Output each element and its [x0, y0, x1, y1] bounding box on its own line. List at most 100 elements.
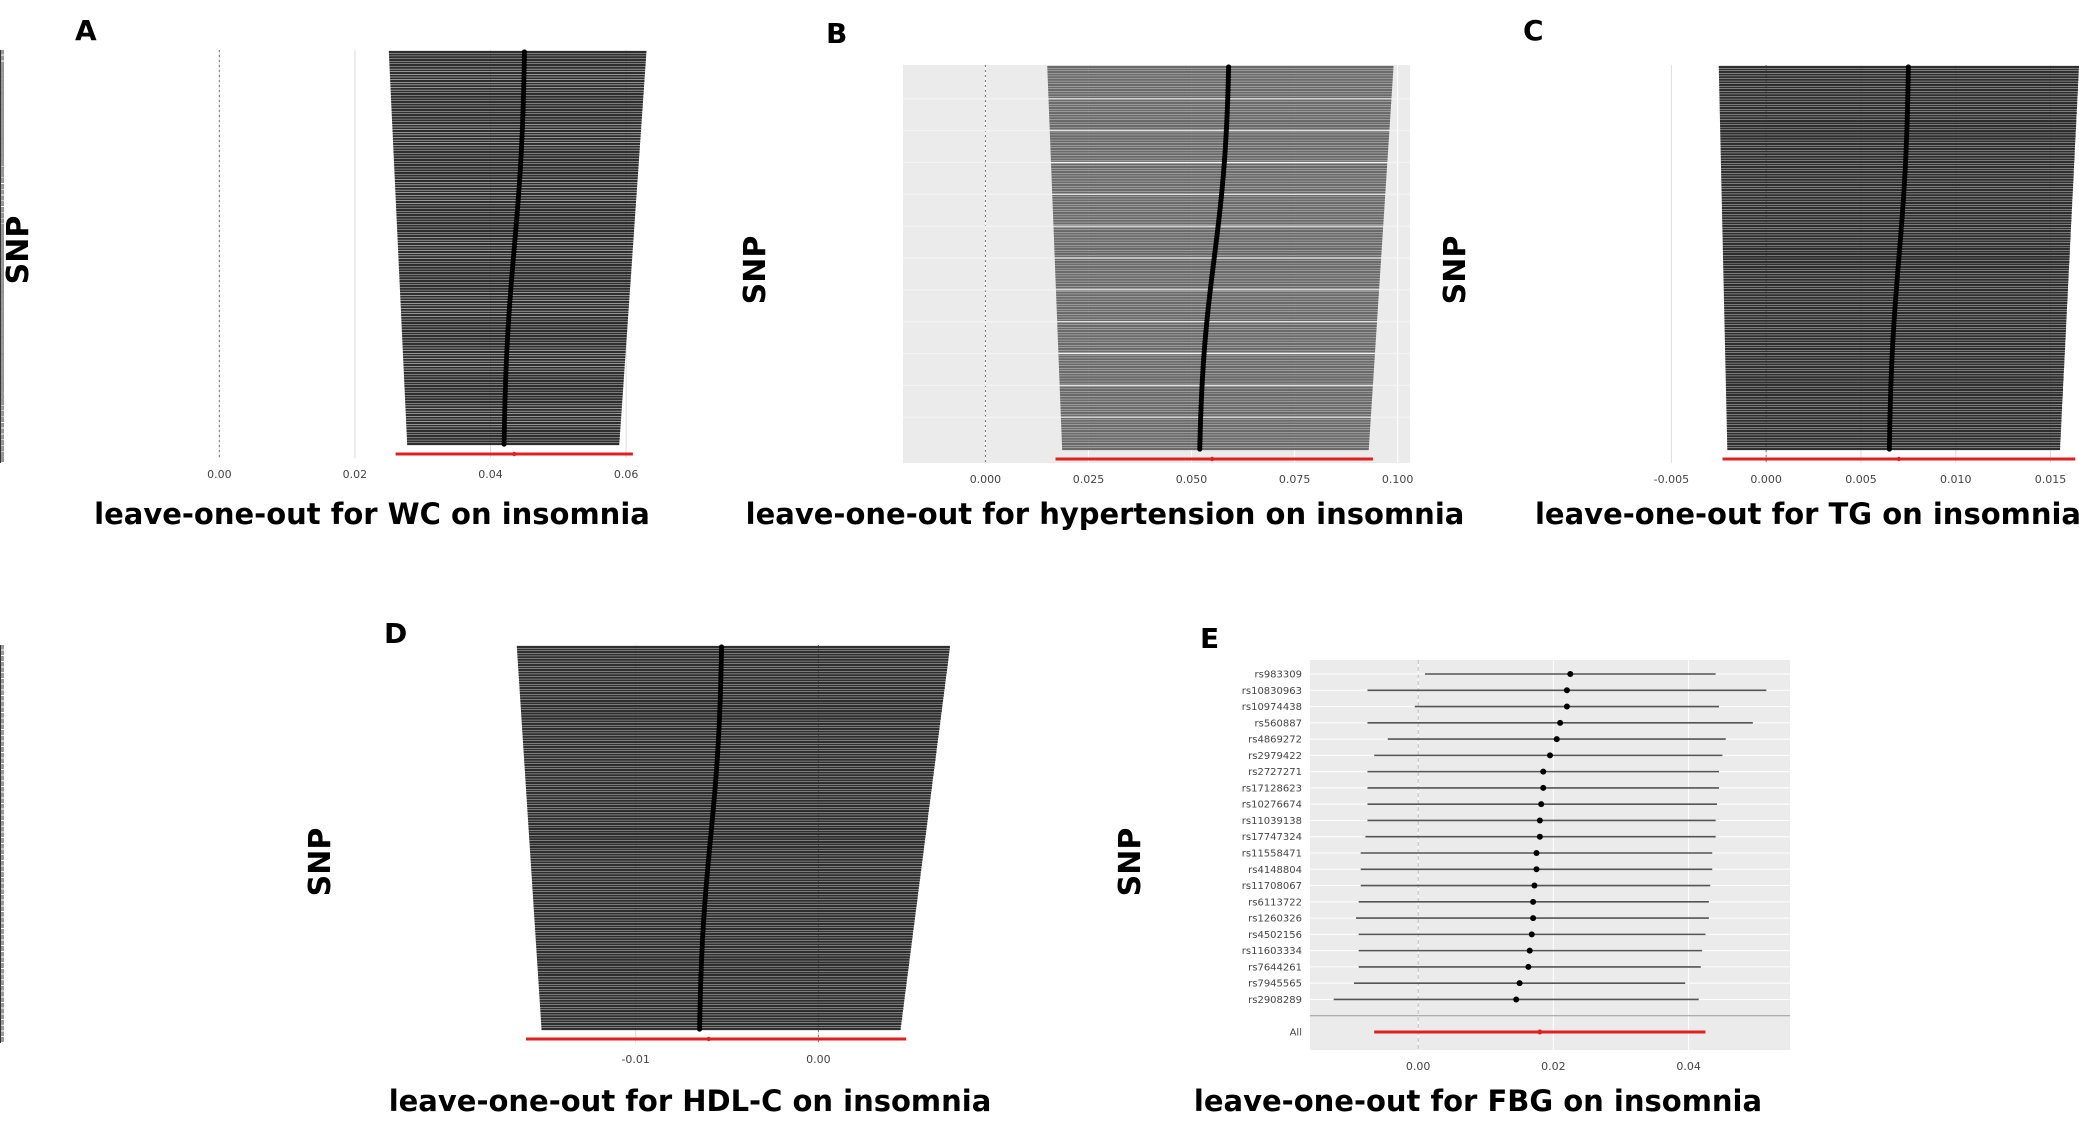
snp-label: rs11039138	[1242, 816, 1302, 827]
snp-label-mark	[0, 67, 4, 72]
x-tick-label: 0.04	[478, 468, 503, 481]
snp-label: rs6113722	[1248, 897, 1302, 908]
snp-label-mark	[0, 144, 4, 149]
snp-label-mark	[0, 50, 4, 55]
snp-label-mark	[0, 224, 4, 229]
estimate-point	[1540, 768, 1547, 775]
estimate-point	[1531, 882, 1538, 889]
snp-label-mark	[0, 190, 4, 195]
snp-label-mark	[0, 383, 4, 388]
snp-label-mark	[0, 855, 4, 860]
snp-label-mark	[0, 155, 4, 161]
snp-label-mark	[0, 787, 4, 792]
snp-label-mark	[0, 417, 4, 422]
panel-c: C SNP leave-one-out for TG on insomnia -0.0…	[0, 14, 2079, 531]
snp-label-mark	[0, 861, 4, 866]
snp-label-mark	[0, 889, 4, 894]
snp-label-mark	[0, 963, 4, 968]
x-tick-label: 0.06	[614, 468, 639, 481]
estimate-point	[1886, 446, 1892, 452]
snp-label-mark	[0, 792, 4, 798]
snp-label-mark	[0, 946, 4, 951]
snp-label-mark	[0, 747, 4, 752]
snp-label-mark	[0, 428, 4, 434]
snp-label-mark	[0, 645, 4, 650]
snp-label-mark	[0, 326, 4, 331]
snp-label-mark	[0, 684, 4, 690]
estimate-point	[1516, 980, 1523, 987]
snp-label-mark	[0, 93, 4, 98]
panel-e: E SNP leave-one-out for FBG on insomnia 0.0…	[1113, 622, 1790, 1118]
snp-label-mark	[0, 400, 4, 405]
snp-label-mark	[0, 99, 4, 104]
estimate-point	[1197, 446, 1203, 452]
snp-label-mark	[0, 298, 4, 303]
snp-label-mark	[0, 940, 4, 945]
all-estimate-point	[1209, 456, 1215, 462]
snp-label-mark	[0, 1003, 4, 1008]
snp-label: rs7644261	[1248, 962, 1302, 973]
snp-label-mark	[0, 690, 4, 695]
snp-label-mark	[0, 178, 4, 183]
estimate-point	[1526, 947, 1533, 954]
snp-label-mark	[0, 667, 4, 673]
snp-label: rs11603334	[1242, 946, 1302, 957]
snp-label-mark	[0, 844, 4, 849]
snp-label-mark	[0, 804, 4, 809]
snp-label-mark	[0, 372, 4, 377]
snp-label-mark	[0, 917, 4, 923]
snp-label-mark	[0, 110, 4, 115]
snp-label-mark	[0, 457, 4, 462]
estimate-point	[697, 1026, 703, 1032]
snp-label-mark	[0, 173, 4, 178]
snp-label-mark	[0, 923, 4, 928]
snp-label-mark	[0, 986, 4, 991]
snp-label-mark	[0, 229, 4, 235]
snp-label-mark	[0, 758, 4, 763]
all-estimate-point	[512, 451, 517, 457]
snp-label-mark	[0, 673, 4, 678]
snp-label: rs17128623	[1242, 783, 1302, 794]
snp-label-mark	[0, 662, 4, 667]
y-axis-label: SNP	[738, 236, 773, 305]
snp-label-mark	[0, 323, 4, 329]
x-tick-label: 0.015	[2035, 473, 2067, 486]
snp-label-mark	[0, 730, 4, 735]
snp-label-mark	[0, 366, 4, 371]
estimate-point	[1530, 915, 1537, 922]
y-axis-label: SNP	[1113, 828, 1148, 897]
estimate-point	[1536, 833, 1543, 840]
panel-letter: A	[75, 14, 97, 47]
snp-label: rs10974438	[1242, 702, 1302, 713]
snp-label-mark	[0, 952, 4, 957]
snp-label-mark	[0, 696, 4, 701]
snp-label-mark	[0, 167, 4, 172]
snp-label-mark	[0, 724, 4, 729]
estimate-point	[1547, 752, 1553, 759]
x-tick-label: 0.005	[1845, 473, 1877, 486]
panel-caption: leave-one-out for hypertension on insomn…	[746, 497, 1465, 531]
snp-label-mark	[0, 900, 4, 906]
snp-label-mark	[0, 70, 4, 75]
snp-label-mark	[0, 434, 4, 439]
snp-label-mark	[0, 201, 4, 206]
x-tick-label: 0.075	[1279, 473, 1311, 486]
x-tick-label: 0.02	[343, 468, 368, 481]
x-tick-label: 0.010	[1940, 473, 1972, 486]
x-tick-label: 0.02	[1541, 1060, 1566, 1073]
snp-label-mark	[0, 980, 4, 985]
snp-label-mark	[0, 872, 4, 877]
snp-label-mark	[0, 320, 4, 326]
x-tick-label: 0.00	[806, 1053, 831, 1066]
snp-label-mark	[0, 121, 4, 127]
x-tick-label: -0.01	[621, 1053, 649, 1066]
estimate-point	[1525, 963, 1532, 970]
snp-label-mark	[0, 79, 4, 84]
snp-label-mark	[0, 713, 4, 718]
panel-letter: C	[1523, 14, 1544, 47]
snp-label-mark	[0, 770, 4, 775]
snp-label-mark	[0, 389, 4, 394]
plot-background	[1310, 660, 1790, 1050]
y-axis-label: SNP	[1438, 236, 1473, 305]
snp-label-mark	[0, 377, 4, 382]
